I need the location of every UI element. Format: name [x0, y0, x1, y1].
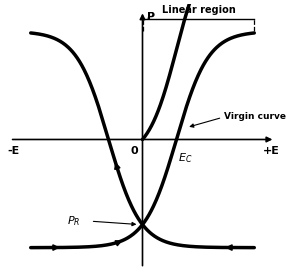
- Text: -E: -E: [8, 146, 20, 156]
- Text: P: P: [147, 12, 155, 22]
- Text: 0: 0: [130, 146, 138, 156]
- Text: Linear region: Linear region: [161, 5, 235, 15]
- Text: Virgin curve: Virgin curve: [224, 112, 286, 121]
- Text: $P$: $P$: [146, 9, 154, 22]
- Text: $E_C$: $E_C$: [179, 151, 193, 165]
- Text: $P_R$: $P_R$: [67, 214, 81, 228]
- Text: +E: +E: [263, 146, 280, 156]
